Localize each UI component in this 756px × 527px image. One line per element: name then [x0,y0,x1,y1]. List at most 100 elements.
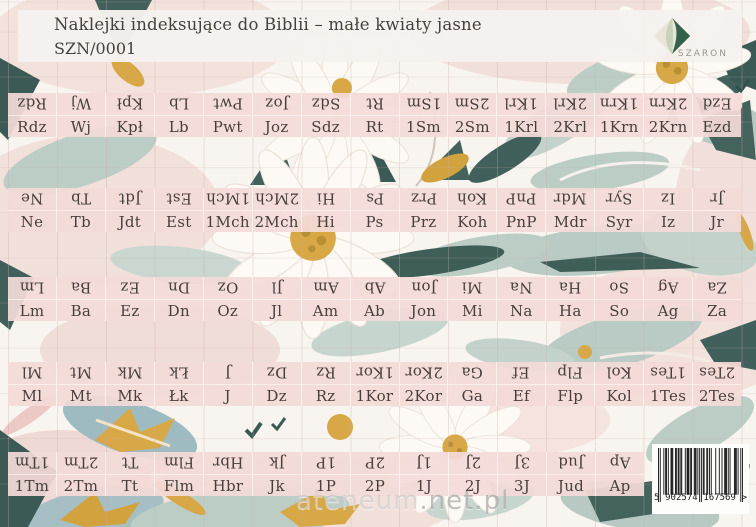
sticker-label-inverted: Pwt [212,94,243,113]
sticker-label: 1Sm [399,114,448,138]
sticker-cell: Mdr Mdr [546,188,596,232]
sticker-label-inverted: Mdr [553,189,587,208]
sticker-label: 1Mch [203,209,252,233]
sticker-label-inverted: 2Sm [454,94,490,113]
sticker-cell: Tt Tt [106,452,155,496]
sticker-cell: 1Tes 1Tes [644,362,694,407]
sticker-label-inverted: Rz [315,363,336,382]
sticker-label-inverted: Kpł [116,94,144,113]
barcode-suffix: > [741,493,747,503]
sticker-cell: 1Mch 1Mch [203,188,253,233]
sticker-label-inverted: Ps [365,189,384,208]
sticker-label: 1Tes [644,383,693,407]
sticker-cell: Prz Prz [399,188,449,232]
sticker-label: Ap [596,473,644,497]
sticker-label-inverted: Mk [117,363,143,382]
sticker-cell: 1Krl 1Krl [497,93,547,138]
sticker-label: Łk [154,383,203,407]
sticker-cell: 2J 2J [449,452,498,496]
sticker-label-inverted: 1Krn [599,94,639,113]
sticker-strip-row-5: 1Tm 1Tm 2Tm 2Tm Tt Tt Flm Flm Hbr Hbr Jk Jk 1P 1P 2P 2P… [8,452,644,496]
sticker-label: 1Kor [350,383,399,407]
sticker-label: Mt [56,383,105,407]
sticker-label-inverted: Tt [121,453,139,472]
sticker-label: Syr [595,209,644,233]
sticker-cell: Dn Dn [154,277,204,321]
sticker-label: Am [301,298,350,322]
sticker-label: Ef [497,383,546,407]
sticker-cell: Lm Lm [8,277,57,321]
sticker-label-inverted: Hbr [212,453,244,472]
sticker-label: Oz [203,298,252,322]
product-titles: Naklejki indeksujące do Biblii – małe kw… [54,13,482,60]
barcode: 5 902574 167569 > [652,444,749,514]
sticker-label: 1Krn [595,114,644,138]
sticker-cell: Tb Tb [56,188,106,233]
sticker-label-inverted: Est [166,189,192,208]
sticker-label: Sdz [301,114,350,138]
sticker-cell: Jl Jl [252,277,302,321]
sticker-strip-row-2: Ne Ne Tb Tb Jdt Jdt Est Est 1Mch 1Mch 2Mch 2Mch Hi Hi… [8,188,742,233]
sticker-label: Ps [350,209,399,233]
product-code: SZN/0001 [54,39,137,58]
barcode-bars [658,448,743,502]
sticker-cell: Dz Dz [252,362,302,406]
sticker-label-inverted: So [609,278,630,297]
sticker-cell: Mi Mi [448,277,498,321]
sticker-label: 2Krl [546,114,595,138]
sticker-label: 1Tm [8,473,56,497]
sticker-label: Rz [301,383,350,407]
sticker-label: Ha [546,298,595,322]
sticker-label: Iz [644,209,693,233]
sticker-label-inverted: Mt [69,363,92,382]
sticker-label: Tb [56,209,105,233]
sticker-label-inverted: Ga [461,363,484,382]
sticker-cell: Oz Oz [203,277,253,322]
sticker-label: Pwt [203,114,252,138]
sticker-cell: Rz Rz [301,362,351,407]
sticker-label: 2Sm [448,114,497,138]
sticker-label-inverted: Łk [168,363,189,382]
sticker-cell: Ne Ne [8,188,57,232]
sticker-label-inverted: Prz [410,189,437,208]
sticker-label-inverted: 1Mch [205,189,250,208]
sticker-cell: 2Kor 2Kor [399,362,449,406]
sticker-label-inverted: Iz [660,189,676,208]
sticker-label: Ag [644,298,693,322]
sticker-cell: 2Krn 2Krn [644,93,694,137]
sticker-label: Jud [547,473,595,497]
sticker-label: 2Mch [252,209,301,233]
sticker-cell: Hbr Hbr [204,452,253,496]
sticker-label-inverted: 1Kor [355,363,394,382]
publisher-logo: SZARON [642,12,732,62]
sticker-label: Hi [301,209,350,233]
sticker-cell: Jk Jk [253,452,302,496]
sticker-label-inverted: Sdz [311,94,340,113]
sticker-cell: Hi Hi [301,188,351,233]
sticker-cell: So So [595,277,645,321]
sticker-label: Flp [546,383,595,407]
sticker-label: 3J [498,473,546,497]
sticker-label-inverted: Jr [710,189,724,208]
sticker-strip-row-1: Rdz Rdz Wj Wj Kpł Kpł Lb Lb Pwt Pwt Joz Joz Sdz Sdz Rt… [8,93,742,138]
sticker-label: Lb [154,114,203,138]
sticker-label-inverted: 1Tm [14,453,50,472]
sticker-cell: Iz Iz [644,188,694,233]
sticker-label-inverted: Rt [365,94,384,113]
sticker-label-inverted: Ba [70,278,92,297]
sticker-label-inverted: PnP [505,189,537,208]
sticker-label: Wj [56,114,105,138]
sticker-cell: Łk Łk [154,362,204,407]
sticker-label: Za [693,298,742,322]
product-title: Naklejki indeksujące do Biblii – małe kw… [54,15,482,34]
sticker-label: Tt [106,473,154,497]
sticker-cell: 2Krl 2Krl [546,93,596,138]
sticker-label-inverted: Jdt [118,189,142,208]
sticker-cell: Jud Jud [547,452,596,496]
sticker-label: 1Krl [497,114,546,138]
sticker-label-inverted: Ap [609,453,631,472]
sticker-label: Jk [253,473,301,497]
